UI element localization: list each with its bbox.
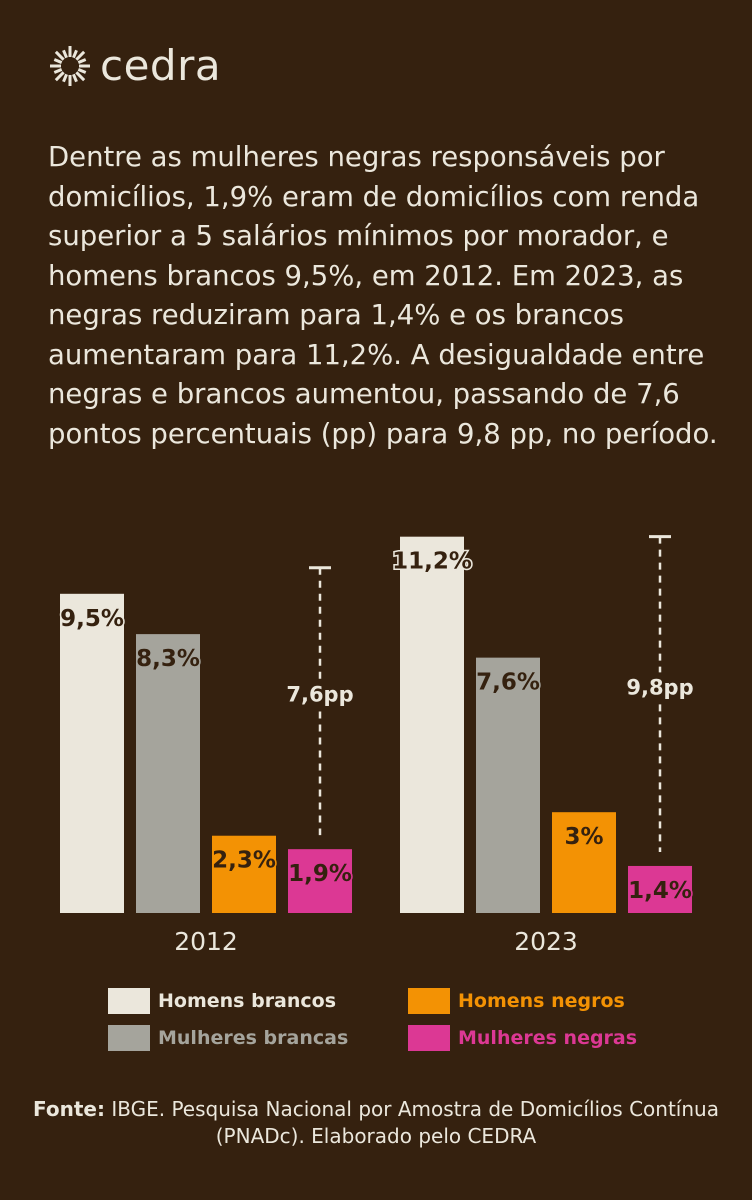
bar-chart: 9,5% 8,3% 2,3% 1,9% 2012 7,6pp 11,2% 7,6% 3% 1,4%… xyxy=(59,535,694,956)
sun-ray xyxy=(53,58,63,64)
bar-value-label: 1,4% xyxy=(628,878,692,904)
sun-ray xyxy=(54,50,65,61)
source-text: IBGE. Pesquisa Nacional por Amostra de D… xyxy=(104,1097,719,1148)
sun-ray xyxy=(62,49,68,59)
sun-burst-icon xyxy=(50,46,90,86)
legend-swatch xyxy=(408,988,450,1014)
legend-item-mulheres-brancas: Mulheres brancas xyxy=(108,1025,348,1051)
bar xyxy=(212,835,276,913)
bar xyxy=(288,849,352,913)
gap-label: 7,6pp xyxy=(286,682,353,706)
sun-ray xyxy=(72,49,78,59)
gap-label: 9,8pp xyxy=(626,675,693,699)
sun-ray xyxy=(72,73,78,83)
bar-value-label: 2,3% xyxy=(212,848,276,874)
sun-ray xyxy=(54,71,65,82)
bar xyxy=(476,657,540,913)
bar xyxy=(400,536,464,913)
legend-item-homens-brancos: Homens brancos xyxy=(108,988,336,1014)
legend-swatch xyxy=(108,988,150,1014)
sun-ray xyxy=(77,58,87,64)
bar-value-label: 3% xyxy=(564,824,603,850)
x-tick-label: 2023 xyxy=(514,927,578,956)
sun-ray xyxy=(75,50,86,61)
chart-legend: Homens brancos Mulheres brancas Homens n… xyxy=(108,988,668,1058)
bar xyxy=(60,593,124,913)
source-label: Fonte: xyxy=(33,1097,105,1121)
legend-swatch xyxy=(408,1025,450,1051)
bar xyxy=(552,812,616,913)
x-tick-label: 2012 xyxy=(174,927,238,956)
bar-value-label: 8,3% xyxy=(136,646,200,672)
bar xyxy=(136,634,200,913)
brand-logo: cedra xyxy=(48,44,221,88)
bar xyxy=(628,865,692,913)
brand-name: cedra xyxy=(100,41,222,90)
source-note: Fonte: IBGE. Pesquisa Nacional por Amost… xyxy=(0,1096,752,1150)
bar-value-label: 9,5% xyxy=(60,606,124,632)
sun-ray xyxy=(62,73,68,83)
legend-label: Mulheres brancas xyxy=(158,1027,349,1049)
legend-item-mulheres-negras: Mulheres negras xyxy=(408,1025,637,1051)
sun-ray xyxy=(75,71,86,82)
legend-label: Homens brancos xyxy=(158,990,337,1012)
legend-label: Mulheres negras xyxy=(458,1027,638,1049)
legend-swatch xyxy=(108,1025,150,1051)
legend-label: Homens negros xyxy=(458,990,625,1012)
legend-item-homens-negros: Homens negros xyxy=(408,988,625,1014)
bar-value-label: 11,2% xyxy=(392,549,472,575)
intro-text: Dentre as mulheres negras responsáveis p… xyxy=(48,141,718,450)
sun-ray xyxy=(53,68,63,74)
bar-value-label: 7,6% xyxy=(476,670,540,696)
sun-ray xyxy=(77,68,87,74)
bar-value-label: 1,9% xyxy=(288,861,352,887)
